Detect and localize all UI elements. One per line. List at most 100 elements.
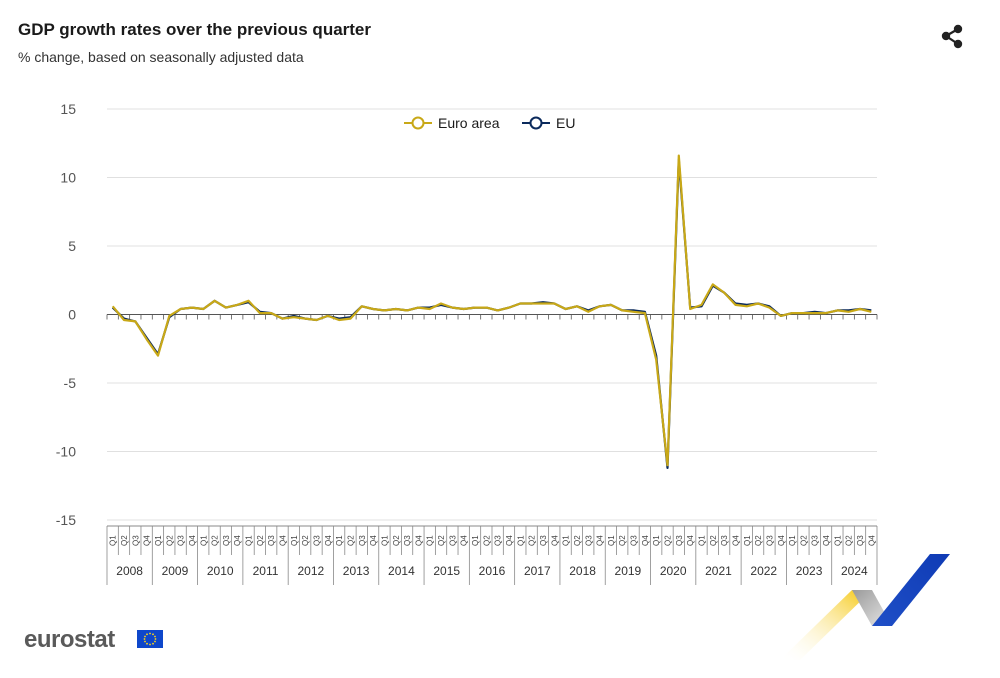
- quarter-tick-label: Q2: [482, 535, 491, 546]
- quarter-tick-label: Q1: [245, 535, 254, 546]
- eu-flag-icon: [137, 630, 163, 648]
- gridlines: [107, 108, 877, 521]
- quarter-tick-label: Q4: [324, 535, 333, 546]
- quarter-tick-label: Q3: [358, 535, 367, 546]
- quarter-tick-label: Q3: [765, 535, 774, 546]
- quarter-tick-label: Q1: [199, 535, 208, 546]
- legend-item-euro-area[interactable]: Euro area: [404, 115, 500, 131]
- year-tick-label: 2020: [660, 564, 687, 578]
- quarter-tick-label: Q2: [573, 535, 582, 546]
- quarter-tick-label: Q1: [426, 535, 435, 546]
- quarter-tick-label: Q1: [154, 535, 163, 546]
- quarter-tick-label: Q1: [516, 535, 525, 546]
- legend-marker: [529, 116, 543, 130]
- y-tick-label: -5: [64, 375, 77, 391]
- quarter-tick-label: Q3: [584, 535, 593, 546]
- legend[interactable]: Euro area EU: [404, 115, 575, 131]
- quarter-tick-label: Q4: [414, 535, 423, 546]
- year-tick-label: 2023: [796, 564, 823, 578]
- series-line-euro-area: [111, 154, 872, 467]
- quarter-tick-label: Q4: [596, 535, 605, 546]
- chart-title: GDP growth rates over the previous quart…: [18, 20, 371, 39]
- quarter-tick-label: Q2: [392, 535, 401, 546]
- quarter-tick-label: Q3: [267, 535, 276, 546]
- quarter-tick-label: Q3: [177, 535, 186, 546]
- quarter-tick-label: Q2: [256, 535, 265, 546]
- y-tick-label: -10: [56, 444, 76, 460]
- quarter-tick-label: Q2: [845, 535, 854, 546]
- year-tick-label: 2021: [705, 564, 732, 578]
- quarter-tick-label: Q2: [799, 535, 808, 546]
- y-tick-label: -15: [56, 512, 76, 528]
- year-tick-label: 2018: [569, 564, 596, 578]
- quarter-tick-label: Q1: [788, 535, 797, 546]
- y-tick-label: 15: [60, 101, 76, 117]
- quarter-tick-label: Q3: [720, 535, 729, 546]
- y-axis: 15 10 5 0 -5 -10 -15: [56, 101, 76, 528]
- year-tick-label: 2016: [479, 564, 506, 578]
- eurostat-logo: eurostat: [24, 626, 115, 653]
- quarter-tick-label: Q1: [833, 535, 842, 546]
- year-tick-label: 2012: [297, 564, 324, 578]
- quarter-tick-label: Q1: [335, 535, 344, 546]
- series-line-eu: [111, 158, 872, 469]
- legend-marker: [411, 116, 425, 130]
- y-tick-label: 0: [68, 307, 76, 323]
- quarter-tick-label: Q2: [618, 535, 627, 546]
- quarter-tick-label: Q4: [460, 535, 469, 546]
- quarter-tick-label: Q4: [143, 535, 152, 546]
- series-lines: [111, 154, 872, 469]
- quarter-tick-label: Q1: [743, 535, 752, 546]
- year-tick-label: 2017: [524, 564, 551, 578]
- quarter-tick-label: Q2: [346, 535, 355, 546]
- quarter-tick-label: Q2: [437, 535, 446, 546]
- year-tick-label: 2013: [343, 564, 370, 578]
- quarter-tick-label: Q4: [505, 535, 514, 546]
- quarter-tick-label: Q4: [777, 535, 786, 546]
- year-tick-label: 2024: [841, 564, 868, 578]
- quarter-tick-label: Q2: [528, 535, 537, 546]
- quarter-tick-label: Q4: [188, 535, 197, 546]
- quarter-tick-label: Q4: [867, 535, 876, 546]
- quarter-tick-label: Q1: [290, 535, 299, 546]
- quarter-tick-label: Q3: [403, 535, 412, 546]
- quarter-tick-label: Q3: [856, 535, 865, 546]
- quarter-tick-label: Q1: [109, 535, 118, 546]
- quarter-tick-label: Q4: [550, 535, 559, 546]
- year-tick-label: 2010: [207, 564, 234, 578]
- quarter-tick-label: Q2: [120, 535, 129, 546]
- quarter-tick-label: Q3: [539, 535, 548, 546]
- quarter-tick-label: Q3: [675, 535, 684, 546]
- quarter-tick-label: Q2: [754, 535, 763, 546]
- year-tick-label: 2019: [615, 564, 642, 578]
- quarter-tick-label: Q4: [686, 535, 695, 546]
- legend-label: EU: [556, 115, 575, 131]
- y-tick-label: 10: [60, 170, 76, 186]
- quarter-tick-label: Q4: [369, 535, 378, 546]
- legend-item-eu[interactable]: EU: [522, 115, 575, 131]
- quarter-tick-label: Q2: [301, 535, 310, 546]
- year-tick-label: 2015: [433, 564, 460, 578]
- quarter-tick-label: Q1: [697, 535, 706, 546]
- share-icon[interactable]: [936, 20, 968, 52]
- chart-subtitle: % change, based on seasonally adjusted d…: [18, 49, 304, 65]
- year-tick-label: 2008: [116, 564, 143, 578]
- quarter-tick-label: Q1: [380, 535, 389, 546]
- quarter-tick-label: Q4: [822, 535, 831, 546]
- year-tick-label: 2022: [750, 564, 777, 578]
- quarter-tick-label: Q2: [709, 535, 718, 546]
- quarter-tick-label: Q2: [165, 535, 174, 546]
- quarter-tick-label: Q3: [811, 535, 820, 546]
- quarter-tick-label: Q1: [607, 535, 616, 546]
- x-axis: Q1 Q2 Q3 Q4 Q1 Q2 Q3 Q4 Q1 Q2 Q3 Q4 Q1 Q2 Q3 Q4 Q1 Q2 Q3 Q4…: [106, 314, 878, 585]
- quarter-tick-label: Q2: [211, 535, 220, 546]
- quarter-tick-label: Q1: [471, 535, 480, 546]
- quarter-tick-label: Q1: [562, 535, 571, 546]
- legend-label: Euro area: [438, 115, 500, 131]
- decorative-swoosh: [760, 548, 960, 673]
- year-tick-label: 2014: [388, 564, 415, 578]
- quarter-tick-label: Q2: [664, 535, 673, 546]
- year-tick-label: 2009: [162, 564, 189, 578]
- quarter-tick-label: Q4: [641, 535, 650, 546]
